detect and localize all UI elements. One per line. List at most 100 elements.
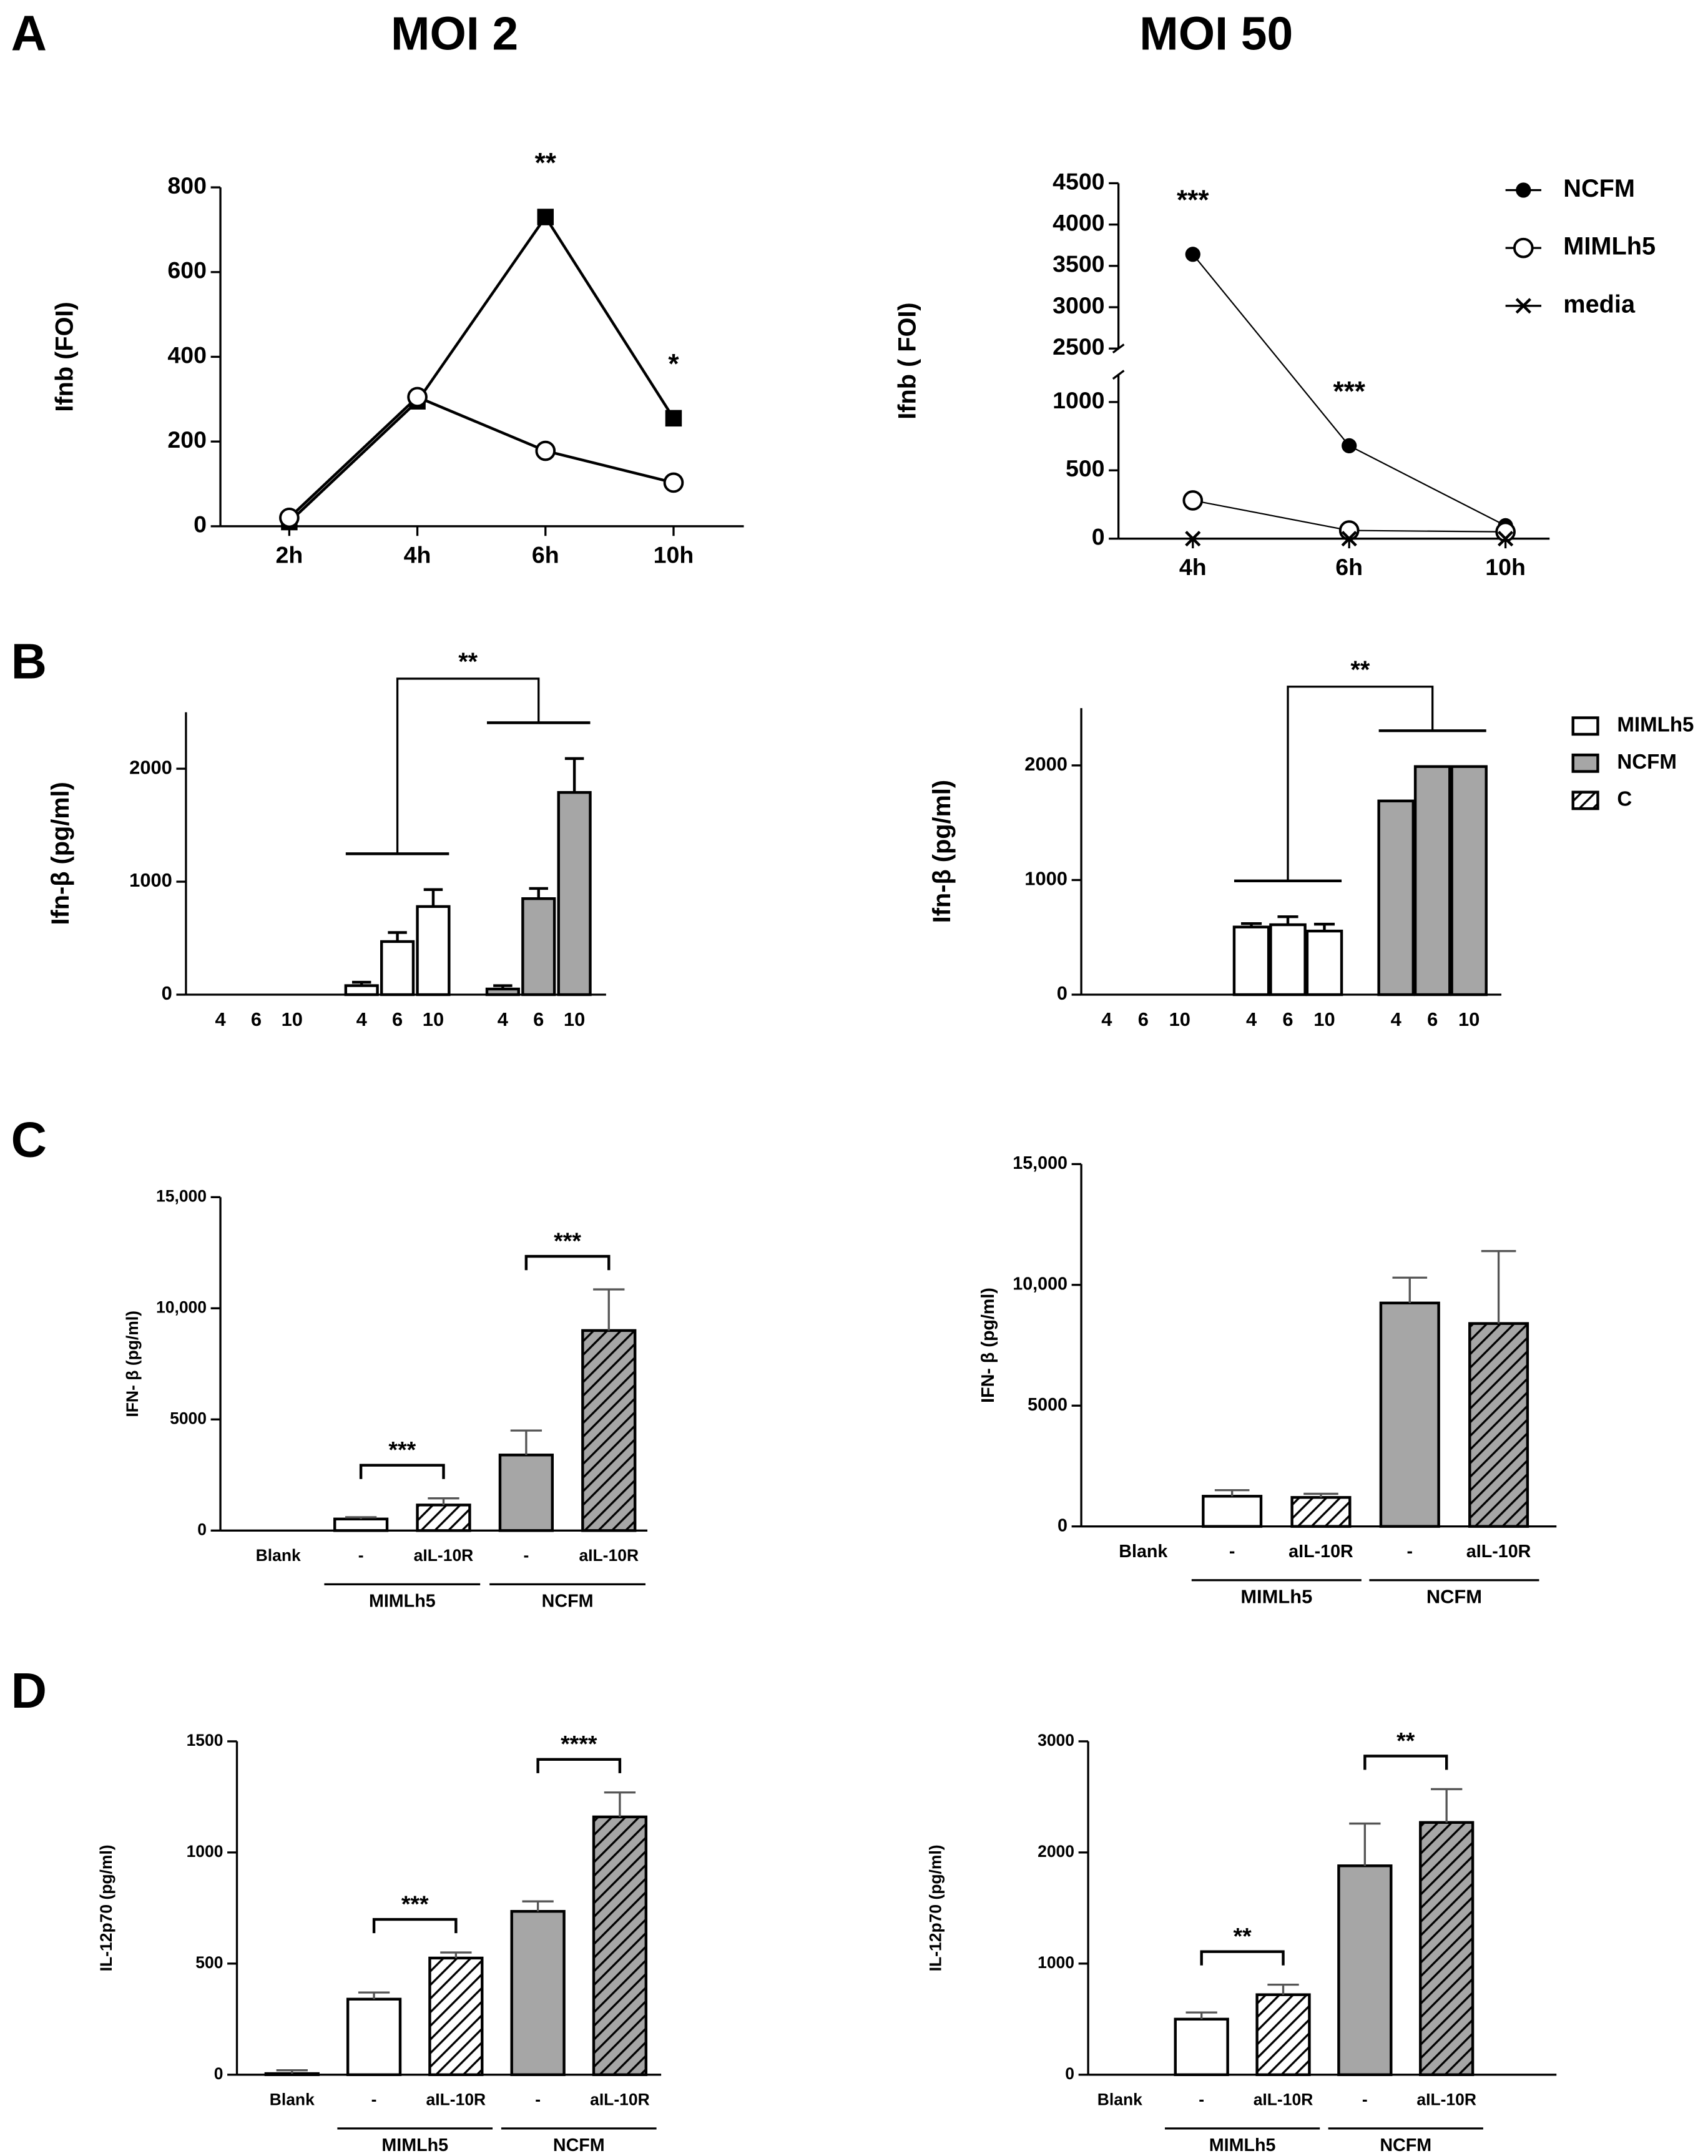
- bracket: [1287, 686, 1434, 881]
- bar: [1232, 925, 1270, 997]
- x-tick-label: 10h: [1485, 554, 1526, 580]
- x-tick-label: aIL-10R: [1288, 1542, 1353, 1562]
- panel-letter: C: [11, 1111, 47, 1167]
- y-axis-label: IL-12p70 (pg/ml): [926, 1844, 945, 1971]
- error-bar: [1313, 922, 1335, 932]
- bar: [521, 897, 556, 997]
- significance: ***: [1177, 185, 1209, 215]
- bar: [380, 940, 415, 997]
- x-tick-label: 6: [1427, 1008, 1438, 1030]
- point: [535, 440, 556, 461]
- point: [1498, 531, 1514, 547]
- bar: [416, 905, 451, 997]
- x-tick-label: 6: [1138, 1008, 1149, 1030]
- bar: [1269, 923, 1307, 997]
- y-tick-label: 0: [197, 1520, 207, 1538]
- y-tick-label: 5000: [170, 1409, 207, 1427]
- bar: [1377, 799, 1415, 997]
- y-tick-label: 4500: [1053, 168, 1104, 194]
- y-axis-label: Ifn-β (pg/ml): [47, 782, 74, 925]
- x-tick-label: 10: [1313, 1008, 1335, 1030]
- y-tick-label: 1000: [1038, 1953, 1074, 1972]
- x-tick-label: 6h: [532, 541, 559, 568]
- error-bar: [1431, 1788, 1463, 1823]
- bracket: [1363, 1755, 1448, 1770]
- significance: **: [1350, 656, 1370, 684]
- panel-letter: A: [11, 6, 47, 61]
- point: [1495, 521, 1516, 543]
- y-tick-label: 0: [1092, 524, 1105, 550]
- error-bar: [493, 984, 513, 989]
- y-tick-label: 1000: [1053, 387, 1104, 413]
- significance: *: [668, 349, 679, 380]
- error-bar: [604, 1791, 636, 1817]
- error-bar: [345, 1516, 377, 1519]
- group-label: NCFM: [1380, 2135, 1431, 2155]
- bar: [498, 1454, 554, 1532]
- legend-swatch: [1571, 716, 1599, 736]
- y-tick-label: 0: [1057, 982, 1068, 1004]
- point: [537, 209, 554, 225]
- x-tick-label: -: [371, 2090, 377, 2109]
- x-tick-label: -: [1229, 1542, 1235, 1562]
- x-tick-label: 10h: [654, 541, 694, 568]
- error-bar: [1277, 915, 1298, 925]
- bracket: [1200, 1950, 1285, 1966]
- x-tick-label: Blank: [1119, 1542, 1167, 1562]
- x-tick-label: 4: [215, 1008, 225, 1030]
- bar: [1202, 1495, 1263, 1528]
- x-tick-label: 10: [1169, 1008, 1190, 1030]
- error-bar: [1214, 1489, 1250, 1497]
- y-tick-label: 1000: [1024, 868, 1068, 890]
- x-tick-label: 4: [1246, 1008, 1257, 1030]
- x-tick-label: aIL-10R: [426, 2090, 486, 2109]
- y-tick-label: 2000: [1038, 1842, 1074, 1861]
- bracket: [372, 1917, 458, 1934]
- y-axis-label: Ifnb ( FOI): [894, 302, 921, 419]
- y-tick-label: 5000: [1028, 1395, 1068, 1415]
- error-bar: [351, 980, 371, 986]
- error-bar: [593, 1288, 625, 1331]
- x-tick-label: aIL-10R: [590, 2090, 650, 2109]
- x-tick-label: 6: [1282, 1008, 1293, 1030]
- y-axis-label: IL-12p70 (pg/ml): [97, 1844, 115, 1971]
- point: [1342, 438, 1357, 454]
- error-bar: [1392, 1276, 1428, 1303]
- legend-label: MIMLh5: [1617, 714, 1694, 737]
- error-bar: [1185, 2011, 1217, 2019]
- x-tick-label: Blank: [1097, 2090, 1142, 2109]
- bar: [344, 984, 379, 997]
- bar: [1255, 1993, 1311, 2077]
- error-bar: [1267, 1984, 1299, 1995]
- x-tick-label: 4h: [404, 541, 431, 568]
- error-bar: [529, 887, 548, 899]
- x-tick-label: aIL-10R: [579, 1546, 639, 1565]
- x-tick-label: -: [1406, 1542, 1413, 1562]
- x-tick-label: -: [535, 2090, 541, 2109]
- error-bar: [358, 1991, 390, 1999]
- y-tick-label: 10,000: [1013, 1274, 1068, 1294]
- y-tick-label: 1000: [187, 1842, 223, 1861]
- bar: [581, 1329, 637, 1532]
- x-tick-label: -: [358, 1546, 364, 1565]
- x-tick-label: 6: [392, 1008, 403, 1030]
- bar: [333, 1517, 389, 1532]
- bar: [1379, 1301, 1440, 1528]
- group-label: NCFM: [542, 1592, 594, 1612]
- group-label: NCFM: [1426, 1586, 1482, 1608]
- error-bar: [510, 1429, 542, 1455]
- bracket: [396, 677, 540, 854]
- point: [665, 410, 682, 427]
- error-bar: [1349, 1822, 1381, 1866]
- panel-letter: D: [11, 1663, 47, 1718]
- x-tick-label: 10: [282, 1008, 303, 1030]
- significance: ***: [388, 1437, 416, 1463]
- y-tick-label: 0: [194, 511, 207, 538]
- x-tick-label: aIL-10R: [1416, 2090, 1476, 2109]
- bar: [1174, 2017, 1229, 2077]
- x-tick-label: -: [523, 1546, 529, 1565]
- significance: ****: [561, 1731, 597, 1757]
- bar: [592, 1815, 648, 2077]
- bar: [1337, 1864, 1393, 2077]
- series-line: [288, 395, 674, 519]
